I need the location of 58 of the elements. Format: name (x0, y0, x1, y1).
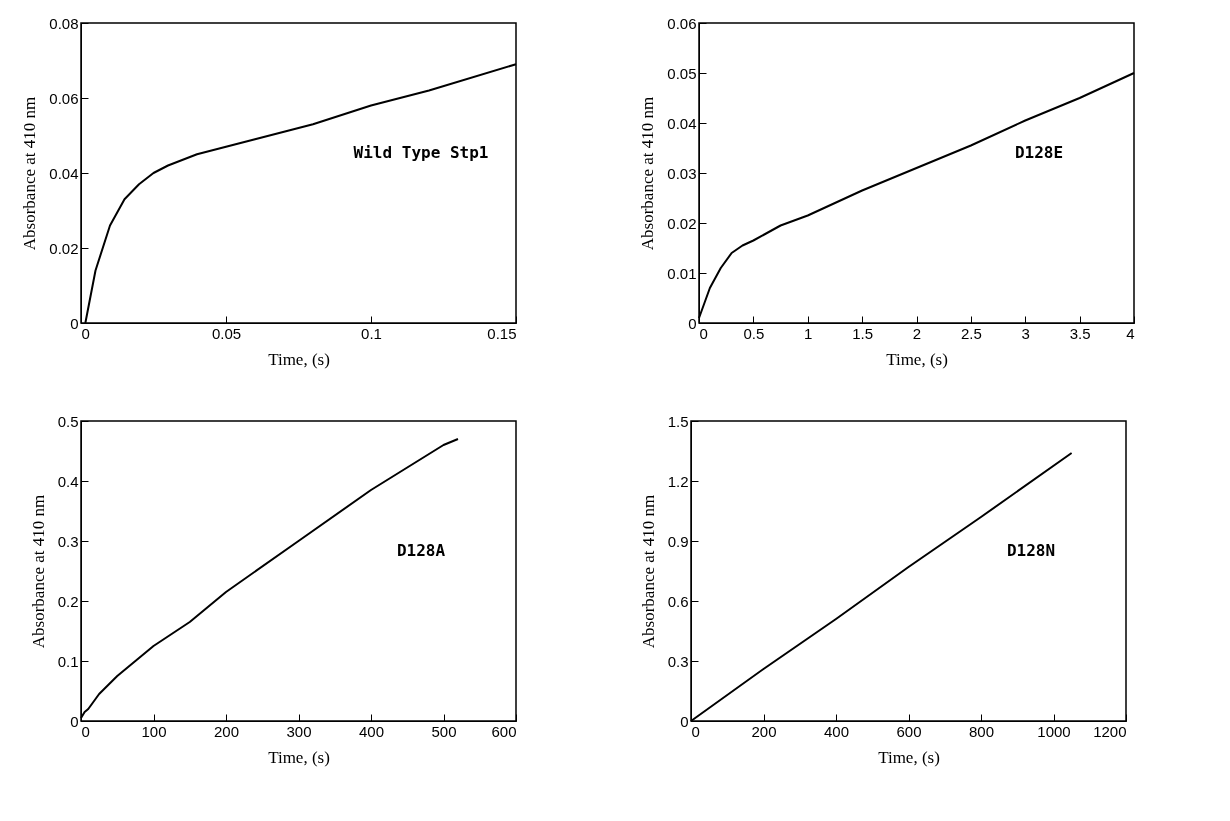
y-tick-label: 0.6 (667, 592, 689, 610)
x-tick-label: 400 (358, 722, 385, 740)
x-tick-label: 0.15 (487, 324, 517, 342)
x-tick-label: 100 (141, 722, 167, 740)
annotation: D128A (396, 541, 446, 560)
x-tick-label: 2 (912, 324, 922, 342)
y-tick-label: 0.04 (49, 164, 79, 182)
annotation: D128E (1014, 143, 1064, 162)
y-tick-label: 0.08 (49, 14, 79, 32)
y-tick-label: 0.9 (667, 532, 689, 550)
y-tick-label: 0.06 (667, 14, 697, 32)
x-tick-label: 800 (968, 722, 995, 740)
x-tick-label: 3 (1021, 324, 1030, 342)
x-axis-title: Time, (s) (268, 349, 330, 369)
x-tick-label: 1 (804, 324, 813, 342)
x-tick-label: 200 (751, 722, 777, 740)
y-tick-label: 0.06 (49, 89, 79, 107)
annotation: D128N (1006, 541, 1056, 560)
x-tick-label: 1000 (1037, 722, 1071, 740)
x-axis-title: Time, (s) (268, 747, 330, 767)
x-tick-label: 0.1 (361, 324, 382, 342)
x-tick-label: 0.5 (743, 324, 765, 342)
x-axis-title: Time, (s) (886, 349, 948, 369)
x-tick-label: 0 (699, 324, 708, 342)
y-axis-title: Absorbance at 410 nm (20, 96, 40, 251)
x-tick-label: 400 (823, 722, 850, 740)
y-axis-title: Absorbance at 410 nm (638, 494, 658, 649)
x-tick-label: 300 (286, 722, 312, 740)
x-tick-label: 0 (81, 324, 90, 342)
x-tick-label: 3.5 (1069, 324, 1091, 342)
y-tick-label: 0.5 (57, 412, 79, 430)
x-tick-label: 2.5 (960, 324, 982, 342)
annotation: Wild Type Stp1 (353, 143, 489, 162)
y-axis-title: Absorbance at 410 nm (28, 494, 48, 649)
x-tick-label: 1.5 (852, 324, 874, 342)
y-axis-title: Absorbance at 410 nm (638, 96, 658, 251)
y-tick-label: 0.04 (667, 114, 697, 132)
x-axis-title: Time, (s) (878, 747, 940, 767)
x-tick-label: 200 (213, 722, 240, 740)
y-tick-label: 0.2 (57, 592, 79, 610)
x-tick-label: 500 (431, 722, 457, 740)
y-tick-label: 0.03 (667, 164, 697, 182)
y-tick-label: 1.5 (667, 412, 689, 430)
x-tick-label: 0 (81, 722, 90, 740)
y-tick-label: 0.4 (57, 472, 79, 490)
y-tick-label: 0.1 (57, 652, 79, 670)
x-tick-label: 1200 (1093, 722, 1127, 740)
x-tick-label: 600 (896, 722, 922, 740)
y-tick-label: 0.02 (49, 239, 79, 257)
y-tick-label: 0.01 (667, 264, 697, 282)
y-tick-label: 0.3 (57, 532, 79, 550)
y-tick-label: 1.2 (667, 472, 689, 490)
y-tick-label: 0.02 (667, 214, 697, 232)
x-tick-label: 600 (491, 722, 517, 740)
x-tick-label: 4 (1126, 324, 1135, 342)
y-tick-label: 0.3 (667, 652, 689, 670)
x-tick-label: 0.05 (211, 324, 242, 342)
y-tick-label: 0.05 (667, 64, 697, 82)
